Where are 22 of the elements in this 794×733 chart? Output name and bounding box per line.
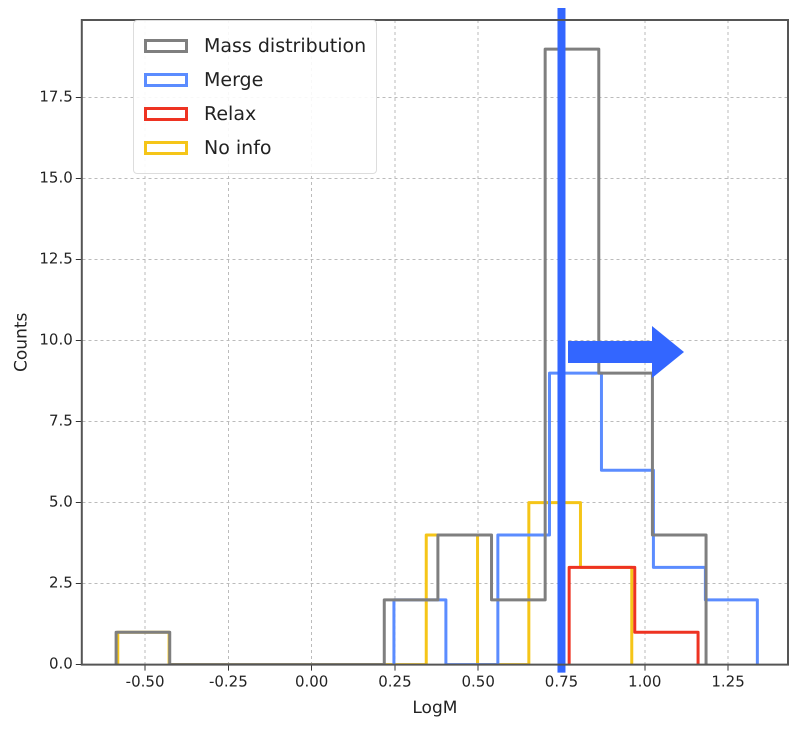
y-tick-label: 15.0 (39, 168, 73, 187)
x-axis-title: LogM (412, 698, 458, 718)
legend-label: Relax (204, 103, 256, 125)
y-tick-label: 0.0 (48, 654, 73, 672)
x-tick-label: 0.25 (378, 672, 412, 690)
y-tick-label: 12.5 (39, 250, 73, 268)
y-axis-title: Counts (12, 312, 32, 372)
x-tick-label: 0.75 (544, 672, 578, 690)
y-tick-label: 17.5 (39, 88, 73, 106)
x-tick-label: -0.25 (208, 672, 248, 690)
x-tick-label: 0.50 (462, 672, 495, 690)
x-tick-label: 1.25 (711, 672, 745, 690)
y-tick-label: 5.0 (48, 492, 73, 511)
legend-label: Merge (204, 69, 264, 91)
legend-label: No info (204, 137, 272, 159)
legend-label: Mass distribution (204, 35, 366, 57)
x-tick-label: -0.50 (126, 672, 164, 690)
x-tick-label: 1.00 (628, 672, 662, 690)
y-tick-label: 2.5 (48, 574, 73, 592)
y-tick-label: 7.5 (48, 412, 73, 430)
y-tick-label: 10.0 (39, 330, 73, 349)
x-tick-label: 0.00 (294, 672, 328, 690)
